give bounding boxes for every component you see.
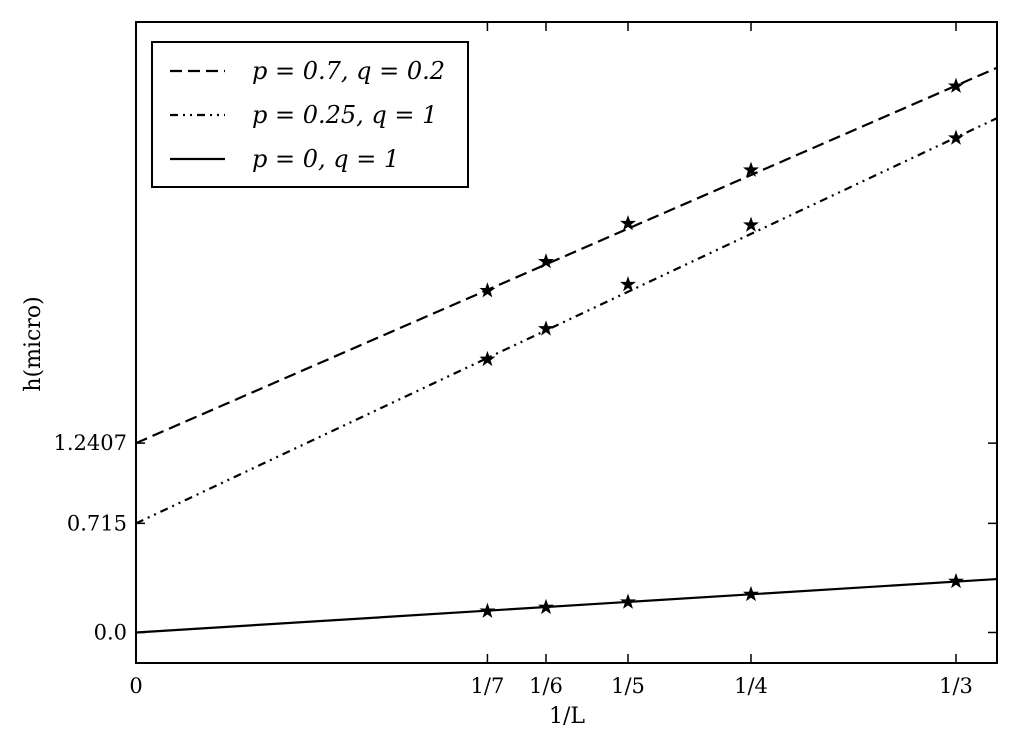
legend-label-series-3: p = 0, q = 1	[252, 145, 399, 173]
x-tick-label: 1/3	[939, 674, 973, 698]
series-2-point	[479, 350, 496, 367]
x-tick-label: 1/7	[471, 674, 505, 698]
series-3-fit-line	[135, 577, 998, 634]
series-3-point	[743, 585, 759, 602]
y-tick-label: 1.2407	[54, 431, 127, 455]
x-axis-label: 1/L	[549, 704, 585, 729]
series-3-point	[620, 593, 636, 609]
axis-ticks: 0 1/7 1/6 1/5 1/4 1/3 0.0 0.715 1.2407	[54, 22, 997, 698]
series-2-point	[620, 276, 636, 292]
x-tick-label: 0	[129, 674, 142, 698]
plot-frame	[135, 21, 998, 664]
series-1	[135, 66, 998, 445]
legend: p = 0.7, q = 0.2 p = 0.25, q = 1 p = 0, …	[151, 41, 469, 188]
plot-marks	[135, 66, 998, 634]
series-3-point	[538, 598, 554, 615]
legend-label-series-1: p = 0.7, q = 0.2	[252, 57, 445, 85]
series-1-point	[743, 161, 759, 177]
series-2-point	[538, 320, 554, 336]
series-2-point	[948, 129, 964, 145]
series-1-point	[538, 253, 554, 269]
series-1-point	[479, 282, 496, 298]
series-2-point	[743, 216, 759, 232]
series-2	[135, 117, 998, 525]
series-1-point	[620, 215, 636, 231]
x-tick-label: 1/5	[611, 674, 645, 698]
legend-label-series-2: p = 0.25, q = 1	[252, 101, 437, 129]
series-3-point	[948, 572, 964, 589]
y-tick-label: 0.715	[67, 511, 127, 535]
series-1-fit-line	[135, 66, 998, 445]
y-axis-label: h(micro)	[21, 296, 46, 391]
x-tick-label: 1/4	[734, 674, 768, 698]
series-1-point	[948, 77, 964, 93]
x-tick-label: 1/6	[529, 674, 563, 698]
y-tick-label: 0.0	[94, 620, 127, 644]
series-3-point	[479, 602, 496, 618]
series-3	[135, 572, 998, 634]
